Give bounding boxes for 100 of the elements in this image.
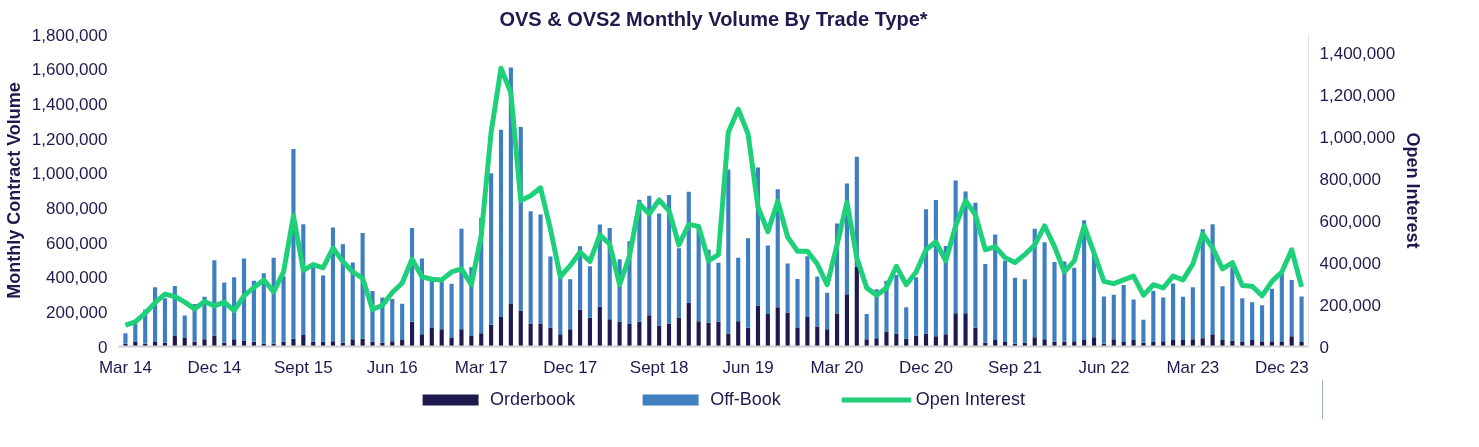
bar [676, 248, 681, 318]
x-tick-label: Dec 20 [899, 357, 953, 377]
bar [825, 292, 830, 330]
bar [350, 339, 355, 347]
bar [479, 333, 484, 347]
bar [449, 283, 454, 339]
bar [281, 341, 286, 347]
bar [923, 333, 929, 347]
bar [291, 338, 296, 347]
bar [528, 323, 533, 347]
bar [1220, 340, 1225, 347]
bar [834, 313, 840, 347]
x-tick-label: Jun 19 [722, 357, 774, 377]
bar [755, 305, 761, 347]
bar [1052, 341, 1057, 347]
bar [1289, 336, 1294, 347]
bar [232, 339, 237, 347]
bar [805, 256, 810, 318]
bar [963, 191, 968, 314]
bar [1161, 297, 1166, 342]
x-tick-label: Dec 17 [543, 357, 598, 377]
bar [775, 307, 780, 347]
bar [825, 329, 830, 347]
bar [1022, 279, 1027, 343]
bar [577, 309, 583, 347]
bar [1190, 339, 1195, 347]
bar [864, 314, 869, 340]
bar [686, 302, 691, 347]
bar [854, 266, 859, 347]
bar [746, 327, 751, 347]
y-tick-label: 400,000 [46, 268, 108, 288]
bar [449, 338, 454, 347]
x-tick-label: Mar 20 [810, 357, 864, 377]
bar [884, 331, 889, 347]
bar [1269, 341, 1275, 347]
bar [815, 276, 820, 327]
bar [894, 275, 899, 334]
bar [716, 321, 721, 347]
bar [914, 277, 919, 336]
bar [706, 322, 711, 347]
bar [538, 214, 543, 324]
bar [746, 238, 751, 328]
bar [914, 335, 919, 347]
bar [419, 334, 425, 347]
bar [1002, 260, 1008, 342]
bar [943, 334, 948, 347]
bar [202, 339, 207, 347]
bar [498, 129, 504, 318]
bar [528, 211, 533, 324]
bar [518, 310, 523, 347]
bar [568, 279, 573, 330]
bar [1230, 267, 1235, 341]
y-tick-label: 0 [98, 337, 108, 357]
bar [538, 323, 543, 347]
bar [370, 341, 375, 347]
bar [1131, 340, 1136, 347]
bar [815, 326, 820, 347]
bar [1072, 341, 1077, 347]
bar [795, 278, 800, 328]
bar [429, 327, 434, 347]
bar [587, 266, 593, 318]
bar [795, 327, 800, 347]
bar [657, 325, 662, 347]
bar [1111, 294, 1116, 340]
bar [498, 317, 504, 347]
bar [568, 329, 573, 347]
bar [1240, 298, 1245, 342]
bar [390, 341, 395, 347]
bar [666, 323, 672, 347]
bar [963, 313, 968, 347]
bar [1131, 299, 1136, 341]
bar [469, 336, 474, 347]
bar [212, 335, 217, 347]
bar [1052, 262, 1057, 342]
bar [439, 279, 444, 330]
bar [1190, 287, 1195, 340]
y2-axis-title: Open Interest [1403, 132, 1424, 249]
bar [281, 276, 286, 342]
bar [311, 267, 316, 342]
bar [765, 245, 770, 315]
bar [1210, 334, 1215, 347]
bar [1151, 290, 1156, 342]
bar [459, 329, 464, 347]
bar [172, 335, 177, 347]
bar [558, 334, 563, 347]
y2-tick-label: 800,000 [1319, 169, 1381, 189]
y-tick-label: 1,800,000 [31, 25, 108, 45]
bar [558, 276, 563, 335]
bar [1141, 342, 1146, 347]
legend-label: Off-Book [710, 388, 781, 410]
bar [1141, 319, 1146, 343]
x-tick-label: Mar 23 [1166, 357, 1220, 377]
bar [1259, 305, 1265, 342]
bar [1279, 273, 1284, 342]
y-axis-title: Monthly Contract Volume [3, 82, 24, 299]
bar [844, 294, 850, 347]
bar [765, 314, 770, 347]
bar [1220, 286, 1225, 341]
bar [785, 263, 790, 313]
bar [182, 338, 187, 347]
